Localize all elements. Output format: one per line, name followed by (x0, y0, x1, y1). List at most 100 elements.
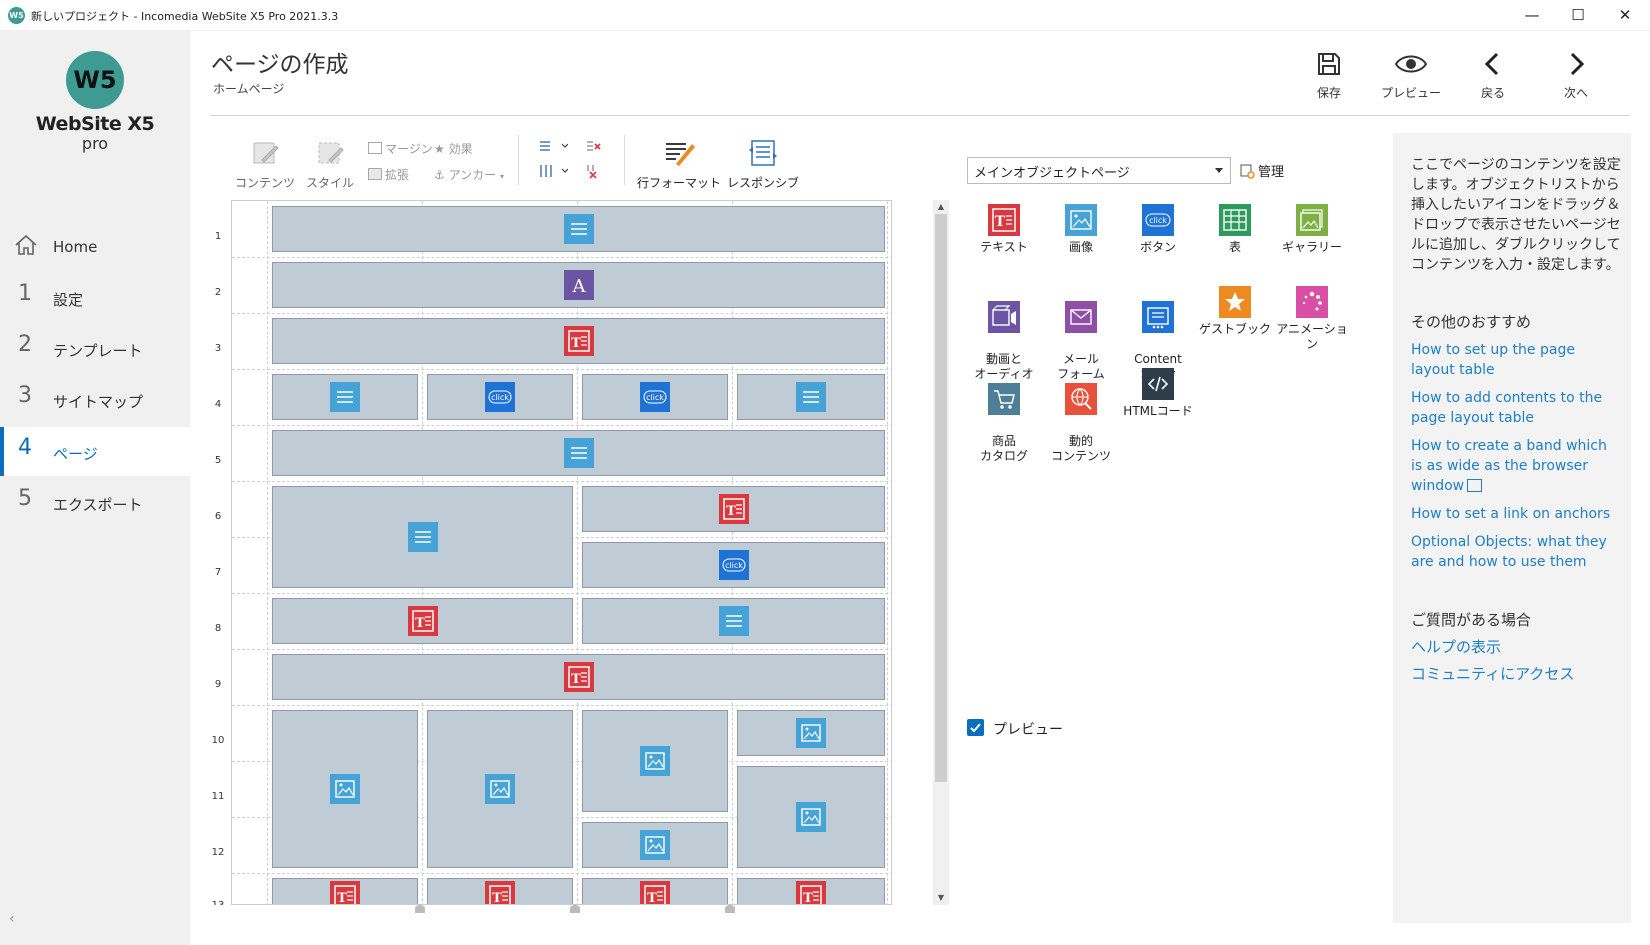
layout-cell[interactable]: T (272, 654, 885, 700)
show-help-link[interactable]: ヘルプの表示 (1411, 638, 1502, 656)
object-tile-mail-form[interactable]: メール フォーム (1043, 286, 1119, 382)
layout-cell[interactable] (737, 766, 885, 868)
preview-checkbox[interactable] (967, 719, 984, 736)
layout-cell[interactable] (272, 374, 418, 420)
layout-cell[interactable]: click (582, 542, 885, 588)
preview-button[interactable]: プレビュー (1376, 50, 1446, 105)
help-link-optional-objects[interactable]: Optional Objects: what they are and how … (1411, 534, 1607, 570)
content-button[interactable]: コンテンツ (233, 138, 297, 191)
object-category-select[interactable]: メインオブジェクトページ (967, 157, 1231, 184)
app-icon: W5 (8, 7, 25, 24)
scroll-down-icon[interactable]: ▼ (937, 893, 945, 902)
object-tile-video[interactable]: 動画と オーディオ (966, 286, 1042, 382)
delete-column-button[interactable] (585, 163, 601, 182)
chevron-down-icon (1215, 168, 1223, 173)
object-tile-guestbook[interactable]: ゲストブック (1197, 286, 1273, 337)
column-resize-handle[interactable] (415, 904, 425, 913)
column-resize-handle[interactable] (570, 904, 580, 913)
collapse-sidebar-icon[interactable]: ‹ (9, 911, 15, 927)
layout-cell[interactable]: T (582, 878, 728, 904)
layout-cell[interactable] (582, 598, 885, 644)
layout-cell[interactable]: T (272, 878, 418, 904)
sidebar-item-number: 1 (18, 281, 32, 306)
layout-cell[interactable]: A (272, 262, 885, 308)
text-object-icon: T (796, 881, 826, 904)
sidebar-item-home[interactable]: Home (0, 222, 190, 271)
image-object-icon (796, 802, 826, 832)
effect-button[interactable]: ★ 効果 (434, 140, 473, 157)
page-layout-grid[interactable]: A T click click T click (231, 200, 892, 905)
style-button[interactable]: スタイル (300, 138, 360, 191)
layout-cell[interactable] (272, 486, 573, 588)
layout-cell[interactable]: T (272, 598, 573, 644)
layout-cell[interactable] (272, 710, 418, 868)
layout-cell[interactable]: T (427, 878, 573, 904)
back-button[interactable]: 戻る (1458, 50, 1528, 105)
object-tile-button[interactable]: click ボタン (1120, 204, 1196, 255)
preview-checkbox-label[interactable]: プレビュー (993, 722, 1063, 738)
anchor-button[interactable]: ⚓ アンカー ▾ (434, 166, 504, 183)
layout-cell[interactable] (737, 710, 885, 756)
help-link-anchors[interactable]: How to set a link on anchors (1411, 506, 1611, 522)
object-tile-html-code[interactable]: HTMLコード (1120, 368, 1196, 419)
sidebar-item-export[interactable]: 5 エクスポート (0, 478, 190, 527)
object-tile-animation[interactable]: アニメーション (1274, 286, 1350, 352)
layout-cell[interactable] (737, 374, 885, 420)
save-button[interactable]: 保存 (1294, 50, 1364, 105)
manage-objects-button[interactable]: 管理 (1240, 161, 1284, 180)
layout-cell[interactable]: T (582, 486, 885, 532)
scroll-up-icon[interactable]: ▲ (937, 202, 945, 211)
sidebar-item-label: エクスポート (53, 496, 143, 514)
layout-cell[interactable] (272, 206, 885, 252)
object-tile-text[interactable]: T テキスト (966, 204, 1042, 255)
expand-button[interactable]: 拡張 (368, 166, 409, 183)
layout-cell[interactable]: click (582, 374, 728, 420)
help-link-add-contents[interactable]: How to add contents to the page layout t… (1411, 390, 1603, 426)
responsive-button[interactable]: レスポンシブ (725, 138, 801, 191)
expand-label: 拡張 (385, 168, 410, 182)
dynamic-content-object-icon (1065, 383, 1097, 415)
row-number: 1 (214, 231, 222, 242)
delete-row-button[interactable] (585, 138, 601, 157)
community-link[interactable]: コミュニティにアクセス (1411, 665, 1575, 683)
layout-cell[interactable]: T (737, 878, 885, 904)
object-tile-label: HTMLコード (1123, 404, 1193, 418)
image-object-icon (640, 830, 670, 860)
sidebar-item-number: 2 (18, 332, 32, 357)
object-tile-table[interactable]: 表 (1197, 204, 1273, 255)
maximize-button[interactable]: ☐ (1571, 6, 1585, 24)
anchor-label: アンカー (448, 168, 497, 182)
layout-cell[interactable] (582, 710, 728, 812)
object-tile-dynamic-content[interactable]: 動的 コンテンツ (1043, 368, 1119, 464)
object-category-value: メインオブジェクトページ (974, 166, 1130, 181)
row-format-button[interactable]: 行フォーマット (636, 138, 722, 191)
grid-scrollbar[interactable]: ▲ ▼ (933, 200, 949, 905)
minimize-button[interactable]: — (1524, 6, 1540, 24)
insert-column-button[interactable] (538, 163, 578, 182)
help-link-page-layout[interactable]: How to set up the page layout table (1411, 342, 1575, 378)
sidebar-item-template[interactable]: 2 テンプレート (0, 324, 190, 373)
layout-cell[interactable]: click (427, 374, 573, 420)
edit-content-icon (253, 142, 279, 164)
scrollbar-thumb[interactable] (935, 214, 947, 782)
sidebar-item-sitemap[interactable]: 3 サイトマップ (0, 375, 190, 424)
sidebar-item-pages[interactable]: 4 ページ (0, 427, 190, 476)
grid-guide (232, 313, 891, 314)
next-button[interactable]: 次へ (1541, 50, 1611, 105)
layout-cell[interactable] (582, 822, 728, 868)
layout-cell[interactable] (272, 430, 885, 476)
layout-cell[interactable]: T (272, 318, 885, 364)
image-object-icon (796, 718, 826, 748)
help-link-band-text: How to create a band which is as wide as… (1411, 438, 1607, 494)
margin-button[interactable]: マージン (368, 140, 433, 157)
column-resize-handle[interactable] (725, 904, 735, 913)
insert-row-above-button[interactable] (538, 138, 578, 157)
object-tile-catalog[interactable]: 商品 カタログ (966, 368, 1042, 464)
chevron-right-icon (1570, 52, 1585, 76)
sidebar-item-settings[interactable]: 1 設定 (0, 273, 190, 322)
help-link-band[interactable]: How to create a band which is as wide as… (1411, 436, 1616, 496)
layout-cell[interactable] (427, 710, 573, 868)
close-button[interactable]: ✕ (1618, 6, 1632, 24)
object-tile-image[interactable]: 画像 (1043, 204, 1119, 255)
object-tile-gallery[interactable]: ギャラリー (1274, 204, 1350, 255)
